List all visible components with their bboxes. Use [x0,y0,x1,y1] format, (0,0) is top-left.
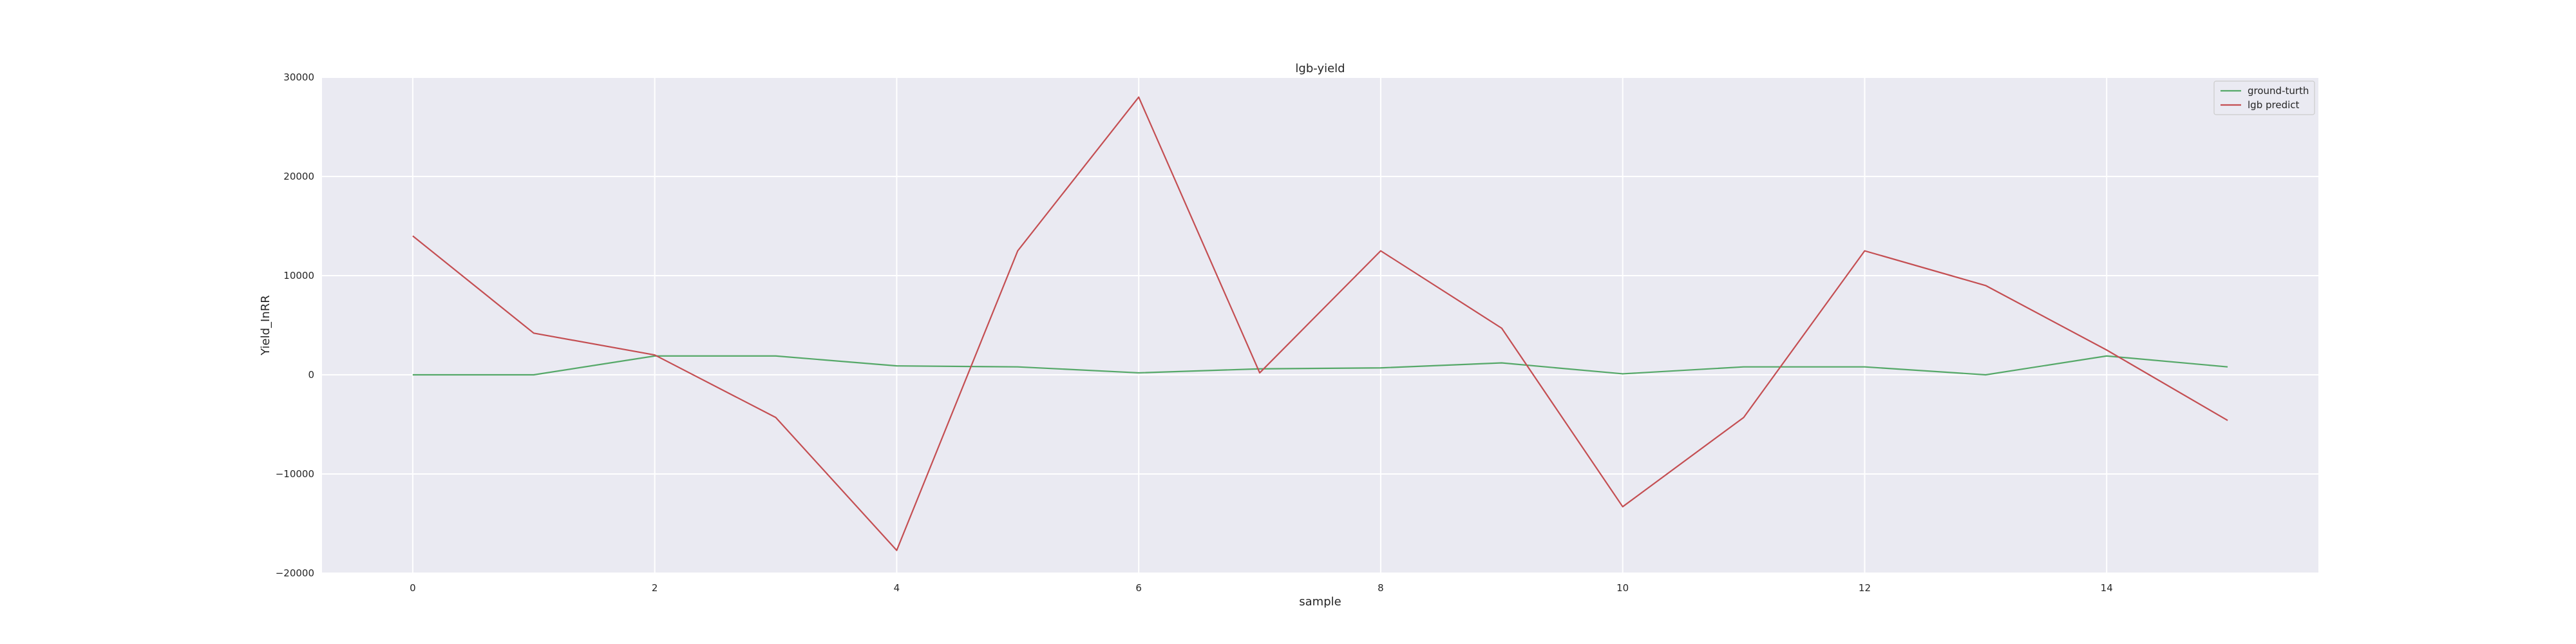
x-axis-label: sample [1299,595,1341,609]
series-lines [412,96,2228,551]
y-tick-label: 0 [308,369,314,381]
x-tick-label: 14 [2101,582,2113,594]
plot-area [322,77,2318,573]
chart-title: lgb-yield [1295,62,1345,75]
x-tick-label: 6 [1135,582,1142,594]
y-axis-label: Yield_InRR [259,295,272,356]
y-tick-label: −10000 [276,468,314,480]
series-line-ground-turth [412,355,2228,376]
x-tick-label: 8 [1378,582,1384,594]
legend-label-lgb-predict: lgb predict [2248,99,2300,111]
x-tick-label: 2 [652,582,658,594]
x-tick-label: 10 [1616,582,1629,594]
x-tick-label: 4 [894,582,900,594]
y-tick-label: −20000 [276,567,314,579]
x-tick-labels: 0 2 4 6 8 10 12 14 [410,582,2113,594]
legend-box [2213,80,2315,115]
legend: ground-turth lgb predict [2213,80,2315,115]
x-tick-label: 0 [410,582,416,594]
legend-label-ground-truth: ground-turth [2248,85,2309,97]
grid [322,77,2318,574]
y-tick-labels: −20000 −10000 0 10000 20000 30000 [276,71,314,579]
x-tick-label: 12 [1859,582,1871,594]
y-tick-label: 10000 [283,270,314,281]
y-tick-label: 20000 [283,171,314,182]
series-line-lgb-predict [412,96,2228,551]
y-tick-label: 30000 [283,71,314,83]
